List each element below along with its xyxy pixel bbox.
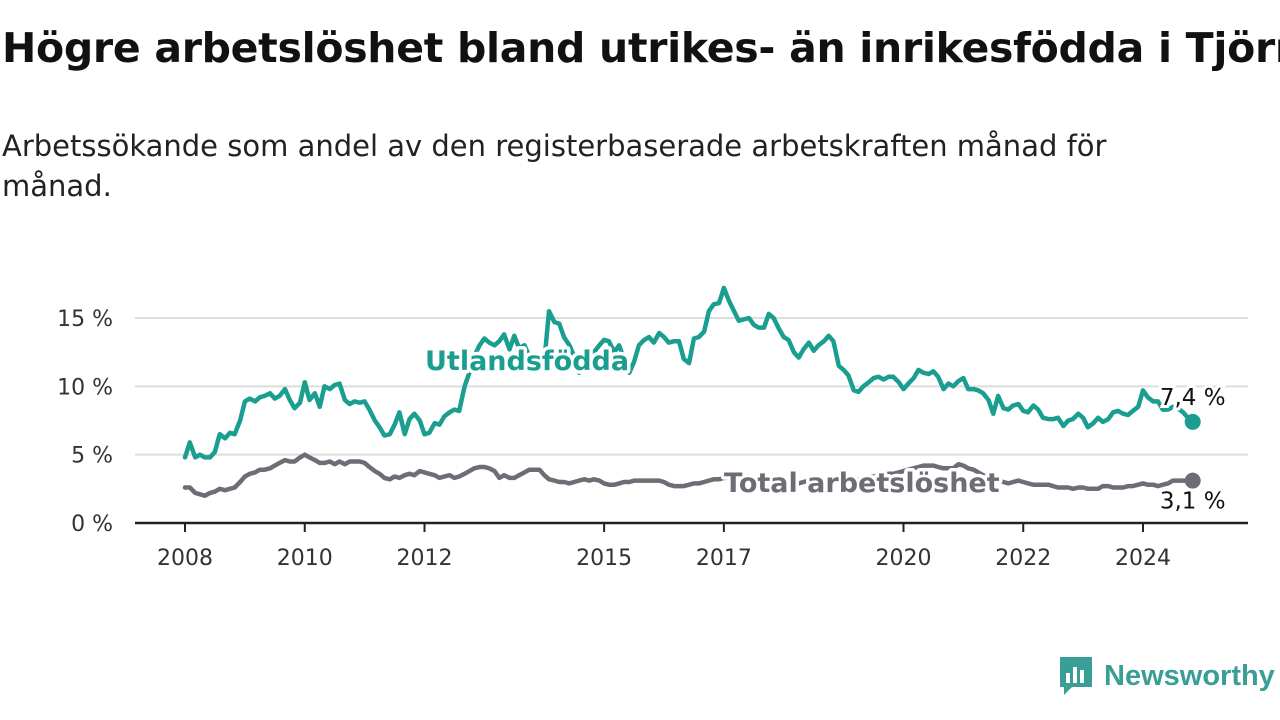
y-tick-label: 5 % bbox=[71, 444, 113, 469]
brand-logo: Newsworthy bbox=[1058, 654, 1275, 698]
newsworthy-logo-icon bbox=[1060, 657, 1092, 695]
series-end-point-0 bbox=[1184, 413, 1201, 430]
x-tick-label: 2024 bbox=[1115, 546, 1171, 571]
y-tick-label: 0 % bbox=[71, 512, 113, 537]
x-tick-label: 2017 bbox=[696, 546, 752, 571]
chart-title: Högre arbetslöshet bland utrikes- än inr… bbox=[2, 24, 1280, 72]
x-axis-ticks: 2008 2010 2012 2015 2017 2020 2022 2024 bbox=[157, 523, 1171, 571]
y-tick-label: 15 % bbox=[57, 307, 113, 332]
series-labels: 7,4 % 3,1 % Utlandsfödda Total arbetslöshet bbox=[422, 343, 1229, 518]
x-tick-label: 2008 bbox=[157, 546, 213, 571]
x-tick-label: 2012 bbox=[397, 546, 453, 571]
series-name-label-1: Total arbetslöshet bbox=[724, 468, 1000, 499]
gridlines bbox=[135, 317, 1248, 525]
series-lines bbox=[182, 285, 1201, 498]
y-axis-ticks: 0 % 5 % 10 % 15 % bbox=[57, 307, 113, 537]
y-tick-label: 10 % bbox=[57, 375, 113, 400]
series-name-label-0: Utlandsfödda bbox=[425, 346, 629, 377]
chart-subtitle: Arbetssökande som andel av den registerb… bbox=[2, 129, 1107, 203]
x-tick-label: 2010 bbox=[277, 546, 333, 571]
brand-name: Newsworthy bbox=[1104, 659, 1275, 692]
x-tick-label: 2015 bbox=[576, 546, 632, 571]
series-end-label-1: 3,1 % bbox=[1160, 489, 1226, 515]
series-line-0 bbox=[182, 285, 1195, 460]
series-end-label-0: 7,4 % bbox=[1160, 385, 1226, 411]
series-line-1 bbox=[182, 452, 1195, 498]
x-tick-label: 2022 bbox=[995, 546, 1051, 571]
x-tick-label: 2020 bbox=[876, 546, 932, 571]
series-end-point-1 bbox=[1184, 472, 1201, 489]
